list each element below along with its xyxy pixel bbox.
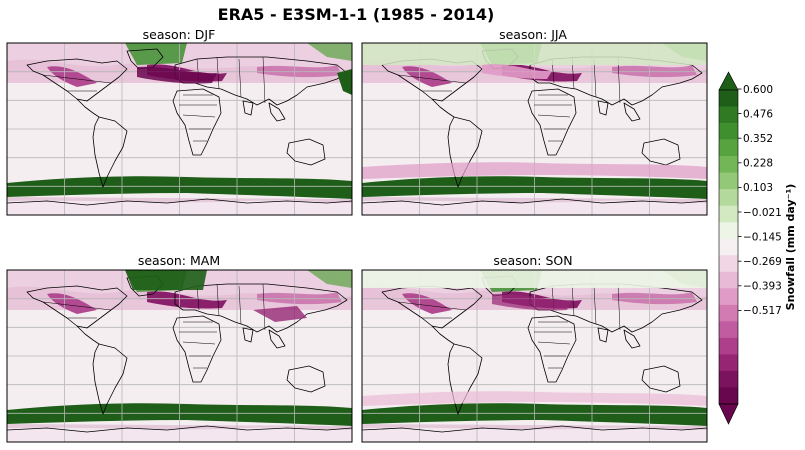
colorbar: 0.600 0.476 0.352 0.228 0.103 −0.021 −0.145 −0.… bbox=[718, 71, 797, 425]
map-panel-jja: season: JJA bbox=[361, 27, 708, 216]
colorbar-segments bbox=[718, 71, 739, 425]
colorbar-segment bbox=[719, 172, 738, 190]
colorbar-segment bbox=[719, 106, 738, 124]
colorbar-segment bbox=[719, 288, 738, 306]
colorbar-segment bbox=[719, 337, 738, 355]
colorbar-tick-label: 0.476 bbox=[743, 108, 773, 120]
figure-title: ERA5 - E3SM-1-1 (1985 - 2014) bbox=[218, 5, 495, 24]
colorbar-segment bbox=[719, 387, 738, 405]
colorbar-extend-max bbox=[718, 71, 739, 91]
colorbar-label: Snowfall (mm day⁻¹) bbox=[784, 184, 797, 311]
colorbar-segment bbox=[719, 321, 738, 339]
colorbar-tick-label: 0.600 bbox=[743, 84, 773, 96]
colorbar-segment bbox=[719, 370, 738, 388]
panel-title-mam: season: MAM bbox=[138, 253, 220, 268]
map-panel-son: season: SON bbox=[361, 253, 708, 443]
colorbar-segment bbox=[719, 304, 738, 322]
colorbar-segment bbox=[719, 354, 738, 372]
colorbar-segment bbox=[719, 139, 738, 157]
colorbar-tick-label: 0.228 bbox=[743, 158, 773, 170]
map-panel-mam: season: MAM bbox=[6, 253, 353, 443]
colorbar-tick-label: −0.145 bbox=[743, 231, 782, 243]
colorbar-segment bbox=[719, 189, 738, 206]
map-panel-djf: season: DJF bbox=[6, 27, 353, 216]
colorbar-tick-label: −0.393 bbox=[743, 281, 782, 293]
colorbar-segment bbox=[719, 255, 738, 273]
colorbar-segment bbox=[719, 271, 738, 289]
panel-title-jja: season: JJA bbox=[499, 27, 567, 42]
colorbar-segment bbox=[719, 123, 738, 140]
colorbar-ticks: 0.600 0.476 0.352 0.228 0.103 −0.021 −0.145 −0.… bbox=[738, 84, 782, 317]
colorbar-segment bbox=[719, 238, 738, 256]
colorbar-tick-label: 0.352 bbox=[743, 133, 773, 145]
colorbar-tick-label: −0.021 bbox=[743, 207, 782, 219]
colorbar-segment bbox=[719, 222, 738, 240]
colorbar-extend-min bbox=[718, 403, 739, 425]
colorbar-outline bbox=[718, 89, 739, 405]
colorbar-tick-label: −0.269 bbox=[743, 256, 782, 268]
colorbar-segment bbox=[719, 90, 738, 107]
colorbar-segment bbox=[719, 156, 738, 173]
colorbar-tick-label: 0.103 bbox=[743, 182, 773, 194]
colorbar-segment bbox=[719, 205, 738, 223]
panel-title-djf: season: DJF bbox=[143, 27, 216, 42]
colorbar-tick-label: −0.517 bbox=[743, 305, 782, 317]
panel-title-son: season: SON bbox=[493, 253, 572, 268]
